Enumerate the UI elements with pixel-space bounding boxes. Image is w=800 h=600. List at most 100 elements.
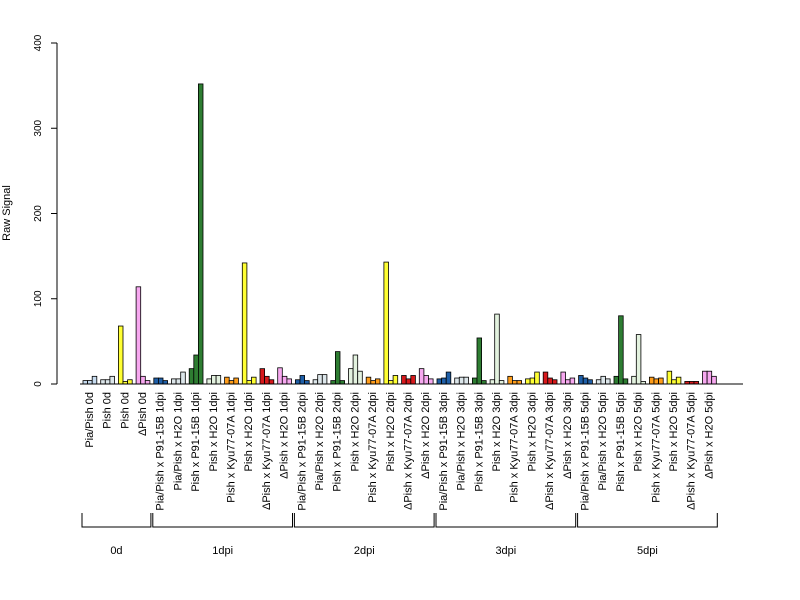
bar <box>711 375 717 385</box>
x-tick-label: Pish x Kyu77-07A 5dpi <box>650 392 662 503</box>
bar <box>304 380 310 385</box>
bar <box>618 315 624 385</box>
bar <box>259 368 265 385</box>
x-tick-label: Pish x Kyu77-07A 3dpi <box>509 392 521 503</box>
bar <box>370 380 376 385</box>
x-tick-label: Pish x H2O 5dpi <box>633 392 645 471</box>
x-tick-label: Pia/Pish x H2O 2dpi <box>314 392 326 490</box>
bar <box>312 379 319 385</box>
bar <box>144 380 151 385</box>
bar <box>405 378 412 385</box>
x-tick-label: Pia/Pish x H2O 5dpi <box>597 392 609 490</box>
bar <box>436 378 442 385</box>
bar <box>180 371 186 385</box>
x-tick-label: ΔPish x H2O 3dpi <box>562 392 574 479</box>
bar <box>100 379 106 385</box>
x-tick-label: Pia/Pish x P91-15B 5dpi <box>580 392 592 511</box>
bar <box>330 380 336 385</box>
x-tick-label: ΔPish x H2O 1dpi <box>279 392 291 479</box>
group-brackets: 0d 1dpi 2dpi 3dpi 5dpi <box>81 513 718 557</box>
bar <box>671 379 677 385</box>
x-tick-label: ΔPish x Kyu77-07A 5dpi <box>686 392 698 510</box>
bar <box>264 375 270 385</box>
x-tick-label: Pia/Pish x P91-15B 2dpi <box>296 392 308 511</box>
bar <box>613 375 619 385</box>
x-tick-label: Pish x H2O 3dpi <box>526 392 538 471</box>
bar <box>445 371 452 385</box>
y-tick-label: 0 <box>33 381 44 387</box>
group-label: 1dpi <box>212 545 233 557</box>
bar <box>383 261 389 385</box>
bar <box>507 375 513 385</box>
x-tick-label: Pia/Pish x P91-15B 1dpi <box>155 392 167 511</box>
bar <box>512 380 518 385</box>
bar <box>454 377 460 385</box>
bar <box>140 375 146 385</box>
bar <box>582 377 589 385</box>
bar <box>702 370 708 385</box>
y-tick-label: 100 <box>33 290 44 307</box>
bar <box>162 380 168 385</box>
group-label: 5dpi <box>637 545 658 557</box>
bar <box>281 375 288 385</box>
bar <box>635 334 642 385</box>
x-tick-label: Pish x Kyu77-07A 1dpi <box>226 392 238 503</box>
bar <box>489 379 496 385</box>
bar <box>352 354 359 385</box>
x-tick-label: ΔPish x Kyu77-07A 1dpi <box>261 392 273 510</box>
bar <box>233 377 239 385</box>
bar <box>127 379 133 385</box>
y-axis-label: Raw Signal <box>1 185 13 241</box>
x-tick-label: Pish x H2O 1dpi <box>243 392 255 471</box>
bar <box>118 325 124 385</box>
bar <box>401 375 407 385</box>
y-tick-label: 300 <box>33 119 44 136</box>
x-tick-label: ΔPish x Kyu77-07A 2dpi <box>403 392 415 510</box>
bar <box>206 378 212 385</box>
bar <box>481 380 487 385</box>
bar <box>666 370 673 385</box>
bar <box>471 377 478 385</box>
y-tick-label: 200 <box>33 205 44 222</box>
bar <box>560 371 566 385</box>
bar <box>423 375 429 385</box>
bar <box>516 380 522 385</box>
bar <box>605 378 611 385</box>
bar <box>476 337 482 385</box>
bar <box>241 262 248 385</box>
bar <box>188 368 195 385</box>
bar <box>494 313 500 385</box>
bar <box>578 375 584 385</box>
x-tick-label: Pish x P91-15B 5dpi <box>615 392 627 492</box>
x-tick-label: ΔPish x Kyu77-07A 3dpi <box>544 392 556 510</box>
x-tick-label: Pia/Pish x P91-15B 3dpi <box>438 392 450 511</box>
bar <box>286 378 292 385</box>
bar <box>392 375 399 385</box>
bars <box>82 83 717 385</box>
bar <box>175 378 182 385</box>
x-tick-labels: Pia/Pish 0d Pish 0d Pish 0d ΔPish 0d Pia/Pis… <box>84 392 716 511</box>
bar <box>104 379 111 385</box>
bar <box>547 377 553 385</box>
bar <box>565 379 571 385</box>
x-tick-label: ΔPish x H2O 5dpi <box>703 392 715 479</box>
bar <box>135 286 142 385</box>
group-label: 2dpi <box>354 545 375 557</box>
group-bracket <box>435 513 577 528</box>
bar <box>410 375 416 385</box>
x-tick-label: Pish x P91-15B 1dpi <box>190 392 202 492</box>
x-tick-label: Pish x H2O 1dpi <box>208 392 220 471</box>
bar <box>348 368 354 385</box>
bar <box>268 379 275 385</box>
bar <box>91 375 98 385</box>
bar <box>569 377 576 385</box>
bar <box>211 375 217 385</box>
group-label: 3dpi <box>495 545 516 557</box>
x-tick-label: Pia/Pish 0d <box>84 392 96 448</box>
bar <box>388 380 394 385</box>
bar <box>463 376 469 385</box>
x-tick-label: Pish x Kyu77-07A 2dpi <box>367 392 379 503</box>
bar <box>600 375 606 385</box>
bar <box>357 370 363 385</box>
bar <box>542 371 549 385</box>
